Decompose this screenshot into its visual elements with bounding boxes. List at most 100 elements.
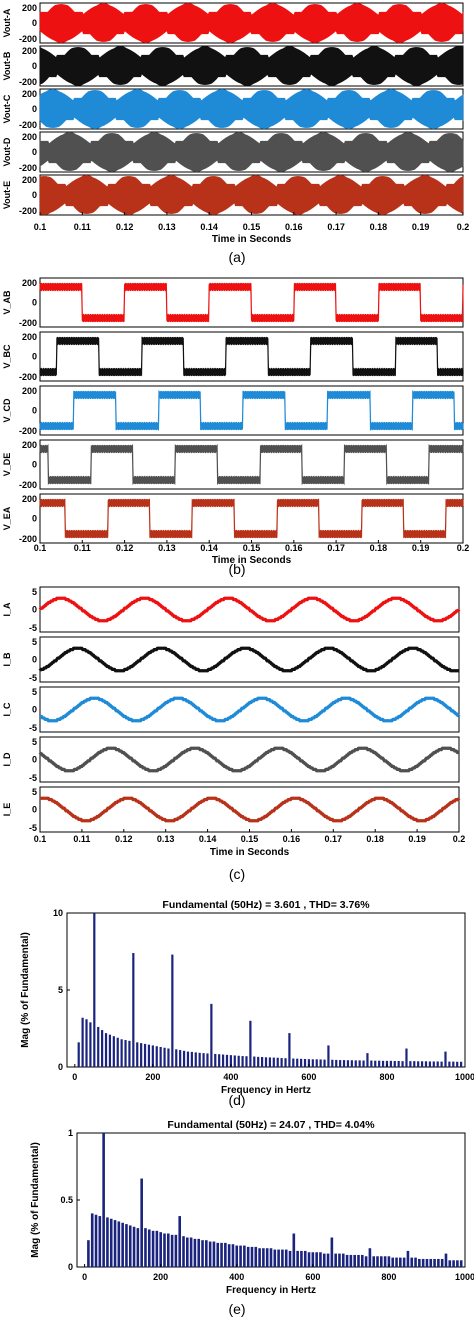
xtick-label: 0.2 — [453, 834, 466, 844]
harmonic-bar — [437, 1258, 440, 1267]
x-axis-label: Time in Seconds — [212, 555, 292, 566]
xtick-label: 0.11 — [74, 543, 91, 553]
harmonic-bar — [429, 1258, 433, 1267]
panel-i-d: 5 0 -5 I_D — [2, 736, 460, 783]
harmonic-bar — [395, 1257, 398, 1267]
harmonic-bar — [237, 1055, 240, 1067]
harmonic-bar — [319, 1252, 322, 1267]
harmonic-bar — [272, 1057, 275, 1067]
harmonic-bar — [417, 1061, 420, 1067]
xtick-label: 0.16 — [285, 222, 303, 232]
harmonic-bar — [284, 1058, 287, 1067]
harmonic-bar — [288, 1250, 292, 1267]
ytick-label: 200 — [22, 440, 37, 450]
subfigure-b-line-voltages: 200 0 -200 V_AB 200 0 -200 V_BC 200 0 -200 V_CD 200 0… — [2, 277, 470, 566]
harmonic-bar — [85, 1019, 88, 1067]
ytick-label: 0 — [32, 460, 37, 470]
ytick-label: 200 — [22, 175, 37, 185]
caption-e: (e) — [228, 1301, 245, 1317]
xtick-label: 0.18 — [370, 222, 388, 232]
harmonic-bar — [124, 1040, 127, 1067]
xtick-label: 1000 — [455, 1072, 474, 1082]
harmonic-bar — [303, 1058, 307, 1067]
harmonic-bar — [364, 1256, 368, 1267]
waveform-i-d — [38, 746, 460, 773]
ytick-label: -200 — [19, 77, 37, 87]
plot-frame — [66, 912, 466, 1068]
harmonic-bar — [132, 953, 135, 1067]
waveform-i-e — [39, 796, 461, 823]
harmonic-bar — [311, 1059, 314, 1067]
harmonic-bar — [102, 1133, 105, 1267]
harmonic-bar — [428, 1061, 431, 1067]
harmonic-bar — [218, 1054, 221, 1067]
harmonic-bar — [128, 1040, 131, 1067]
harmonic-bar — [273, 1249, 277, 1267]
xtick-label: 0.2 — [457, 543, 470, 553]
ytick-label: 5 — [32, 787, 37, 797]
waveform-i-b — [38, 646, 460, 673]
harmonic-bar — [339, 1060, 342, 1067]
harmonic-bar — [112, 1036, 115, 1067]
harmonic-bar — [288, 1033, 291, 1067]
harmonic-bar — [409, 1061, 412, 1067]
waveform-v-ea — [39, 498, 464, 539]
panel-vout-c: 200 0 -200 Vout-C — [2, 88, 464, 130]
ytick-label: 200 — [22, 89, 37, 99]
harmonic-bar — [216, 1242, 220, 1267]
harmonic-bar — [197, 1238, 201, 1267]
harmonic-bar — [334, 1253, 337, 1267]
harmonic-bar — [405, 1048, 408, 1067]
harmonic-bar — [391, 1257, 395, 1267]
panel-vout-a: 200 0 -200 Vout-A — [2, 2, 464, 44]
waveform-i-a — [38, 596, 461, 623]
ytick-label: -5 — [29, 623, 37, 633]
ytick-label: 0 — [32, 705, 37, 715]
harmonic-bar — [376, 1256, 379, 1267]
xtick-label: 0.19 — [408, 834, 426, 844]
xtick-label: 400 — [223, 1072, 238, 1082]
ytick-label: -200 — [19, 318, 37, 328]
harmonic-bar — [174, 1234, 178, 1267]
harmonic-bar — [101, 1030, 104, 1067]
harmonic-bar — [341, 1253, 345, 1267]
xtick-label: 0.16 — [285, 543, 303, 553]
harmonic-bar — [330, 1237, 334, 1267]
harmonic-bar — [136, 1042, 139, 1067]
harmonic-bar — [224, 1242, 227, 1267]
panel-frame — [39, 686, 460, 733]
harmonic-bar — [387, 1256, 391, 1267]
harmonic-bar — [106, 1217, 109, 1267]
harmonic-bar — [90, 1213, 94, 1267]
ytick-label: 0 — [32, 406, 37, 416]
harmonic-bar — [292, 1058, 295, 1067]
harmonic-bar — [147, 1044, 151, 1067]
harmonic-bar — [128, 1225, 132, 1267]
series-label: Vout-B — [2, 51, 12, 80]
xtick-label: 0.1 — [34, 222, 47, 232]
subfigure-a-voltage-outputs: 200 0 -200 Vout-A 200 0 -200 Vout-B 200 0 -200 Vout… — [2, 2, 469, 245]
xtick-label: 0.13 — [158, 222, 176, 232]
harmonic-bar — [159, 1046, 162, 1067]
xtick-label: 0 — [82, 1272, 87, 1282]
subfigure-d-voltage-harmonic-spectrum: 0 200 400 600 800 1000 0 5 10 Fundamental (50Hz) … — [20, 899, 474, 1096]
xtick-label: 600 — [305, 1272, 320, 1282]
harmonic-bar — [171, 954, 174, 1067]
harmonic-bar — [440, 1061, 443, 1067]
harmonic-bar — [353, 1254, 356, 1267]
harmonic-bar — [108, 1034, 112, 1067]
series-label: Vout-E — [2, 181, 12, 209]
harmonic-bar — [151, 1045, 154, 1067]
harmonic-bar — [254, 1246, 258, 1267]
caption-c: (c) — [229, 866, 245, 882]
xtick-label: 0.17 — [327, 543, 345, 553]
ytick-label: 0 — [32, 655, 37, 665]
harmonic-bar — [214, 1053, 217, 1067]
harmonic-bar — [440, 1258, 444, 1267]
panel-i-b: 5 0 -5 I_B — [2, 636, 460, 683]
harmonic-bar — [210, 1003, 213, 1067]
panel-frame — [39, 636, 460, 683]
harmonic-bar — [331, 1059, 334, 1067]
harmonic-bar — [401, 1061, 404, 1067]
harmonic-bar — [327, 1045, 330, 1067]
